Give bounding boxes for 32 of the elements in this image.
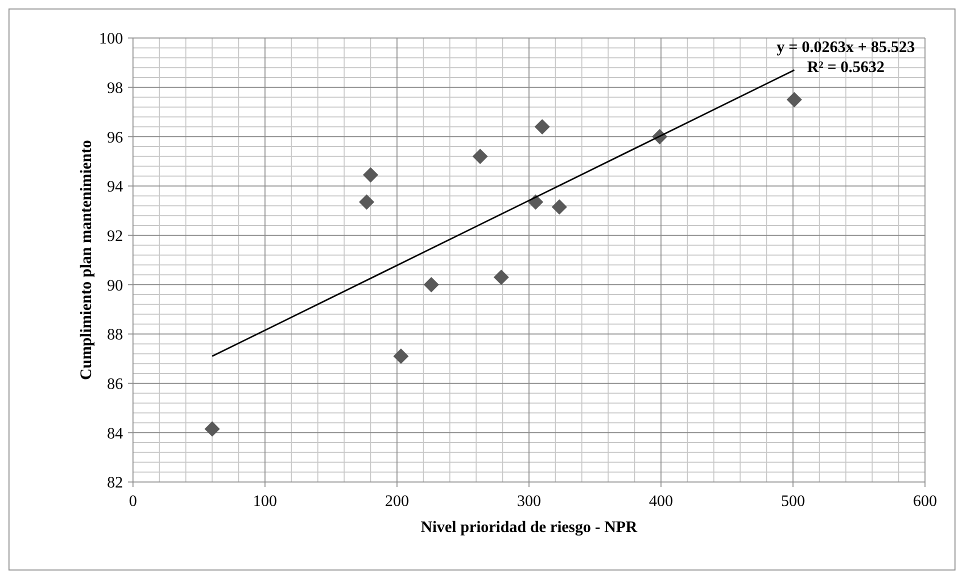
x-tick-label: 200	[385, 493, 409, 510]
point	[528, 194, 544, 210]
x-axis-title: Nivel prioridad de riesgo - NPR	[420, 519, 638, 536]
y-tick-label: 86	[107, 376, 123, 393]
point	[494, 270, 509, 285]
point	[393, 348, 409, 364]
x-tick-label: 100	[253, 493, 277, 510]
x-tick-label: 0	[129, 493, 137, 510]
point	[786, 92, 802, 108]
y-tick-label: 84	[107, 425, 123, 442]
y-tick-label: 96	[107, 129, 123, 146]
y-tick-label: 88	[107, 326, 123, 344]
point	[552, 199, 568, 215]
point	[472, 148, 488, 164]
y-tick-label: 90	[107, 277, 123, 294]
y-tick-label: 92	[107, 228, 123, 245]
x-tick-label: 600	[913, 493, 937, 510]
annotation: y = 0.0263x + 85.523	[776, 39, 915, 56]
annotation: R² = 0.5632	[807, 59, 885, 76]
x-tick-label: 400	[649, 493, 673, 510]
y-tick-label: 94	[107, 178, 123, 196]
point	[362, 167, 378, 183]
x-tick-label: 500	[781, 493, 805, 510]
point	[204, 421, 220, 437]
point	[534, 119, 550, 134]
x-tick-label: 300	[517, 493, 541, 510]
y-tick-label: 100	[99, 30, 123, 48]
point	[358, 194, 374, 210]
y-axis-title: Cumplimiento plan mantenimiento	[78, 140, 95, 380]
y-tick-label: 98	[107, 80, 123, 97]
point	[424, 276, 439, 292]
y-tick-label: 82	[107, 474, 123, 492]
